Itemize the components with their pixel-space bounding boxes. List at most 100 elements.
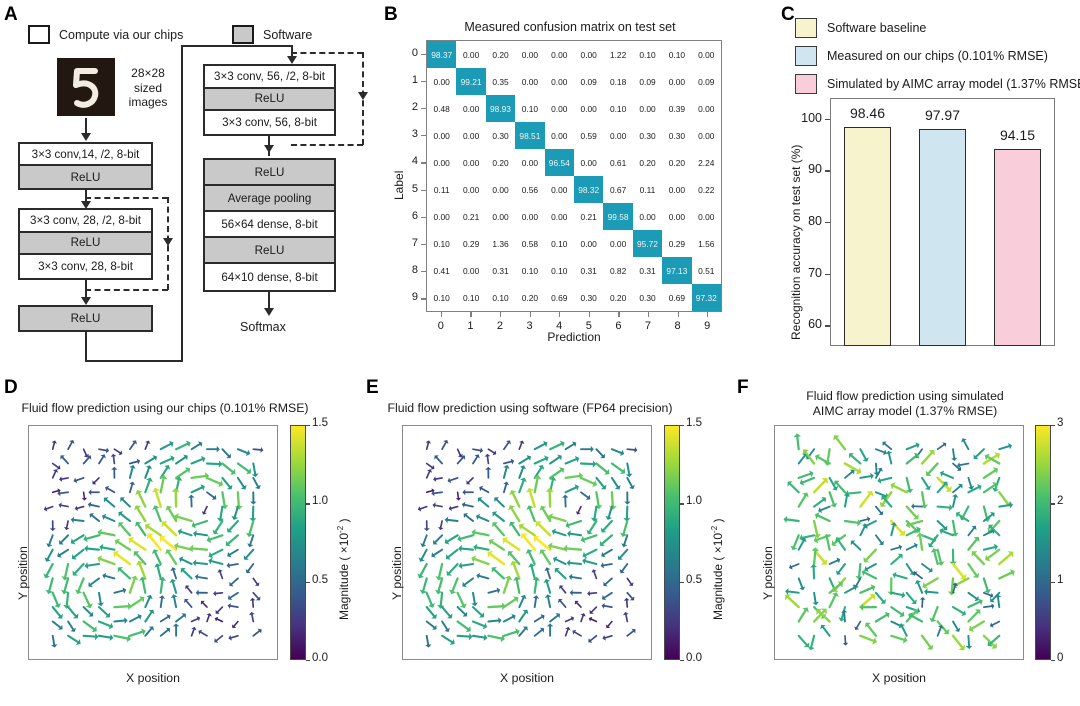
vector-arrow: [433, 534, 444, 545]
vector-arrow: [797, 492, 809, 508]
confusion-cell-8-0: 0.41: [433, 265, 450, 276]
vector-arrow: [457, 534, 475, 543]
vector-arrow: [518, 477, 527, 494]
vector-arrow: [951, 606, 966, 617]
vector-arrow: [145, 523, 162, 537]
bar-1[interactable]: [919, 129, 966, 346]
panel-f-title: Fluid flow prediction using simulated AI…: [755, 389, 1055, 419]
vector-arrow: [249, 597, 256, 608]
vector-arrow: [551, 528, 567, 537]
vector-arrow: [84, 562, 101, 570]
confusion-cell-0-3: 0.00: [521, 49, 539, 60]
vector-arrow: [151, 549, 162, 566]
vector-arrow: [105, 485, 116, 494]
confusion-cell-2-7: 0.00: [639, 103, 656, 114]
flow-row-relu-2: ReLU: [20, 232, 151, 256]
vector-arrow: [812, 591, 819, 606]
vector-arrow: [797, 634, 810, 648]
vector-arrow: [446, 562, 459, 576]
vector-arrow: [982, 467, 998, 480]
vector-arrow: [967, 525, 977, 537]
vector-arrow: [448, 505, 459, 511]
vector-arrow: [952, 483, 963, 494]
vector-arrow: [588, 616, 598, 623]
vector-arrow: [890, 544, 903, 551]
bar-ytickmark-60: [825, 325, 830, 327]
flow-arrow-head-5: [264, 308, 274, 316]
confusion-cell-0-9: 0.00: [698, 49, 715, 60]
flow-row-dense-56x64: 56×64 dense, 8-bit: [205, 212, 334, 238]
vector-arrow: [135, 490, 147, 508]
vector-arrow: [623, 505, 631, 522]
confusion-cell-7-8: 0.29: [668, 238, 686, 249]
vector-arrow: [859, 634, 877, 645]
confusion-ytickmark-5: [421, 189, 426, 191]
vector-arrow: [951, 634, 966, 651]
vector-arrow: [129, 481, 136, 494]
vector-arrow: [419, 577, 428, 594]
vector-arrow: [528, 563, 536, 580]
vector-arrow: [967, 598, 983, 609]
vector-arrow: [165, 505, 178, 523]
vector-arrow: [503, 481, 510, 494]
vector-arrow: [799, 476, 816, 486]
vector-arrow: [97, 634, 114, 641]
vector-arrow: [226, 562, 239, 569]
vector-arrow: [875, 467, 883, 479]
vector-arrow: [828, 491, 838, 508]
bar-value-label-1: 97.97: [924, 107, 961, 124]
flow-arrow-head-3: [81, 297, 91, 305]
cbD-label-0.0: 0.0: [312, 652, 328, 664]
vector-arrow: [57, 490, 69, 497]
vector-arrow: [97, 591, 104, 607]
bar-0[interactable]: [844, 126, 891, 346]
vector-arrow: [579, 460, 597, 468]
confusion-cell-5-6: 0.67: [609, 184, 627, 195]
vector-arrow: [785, 588, 800, 595]
vector-arrow: [417, 505, 428, 512]
vector-arrow: [984, 453, 1001, 465]
confusion-cell-7-1: 0.29: [462, 238, 480, 249]
vector-arrow: [494, 497, 505, 508]
vector-arrow: [920, 491, 929, 509]
vector-arrow: [51, 606, 63, 619]
vector-arrow: [441, 440, 449, 451]
vector-arrow: [526, 505, 536, 523]
confusion-cell-5-1: 0.00: [462, 184, 480, 195]
confusion-cell-8-5: 0.31: [580, 265, 597, 276]
frameF-quiver: [783, 433, 1015, 651]
vector-arrow: [533, 455, 549, 465]
flow-row-relu-3: ReLU: [20, 307, 151, 330]
vector-arrow: [575, 505, 582, 515]
confusion-cell-8-1: 0.00: [462, 265, 480, 276]
vector-arrow: [136, 560, 147, 580]
confusion-cell-4-5: 0.00: [580, 157, 597, 168]
vector-arrow: [890, 482, 908, 494]
vector-arrow: [582, 548, 598, 559]
vector-arrow: [823, 533, 831, 551]
vector-arrow: [97, 555, 116, 566]
bar-2[interactable]: [994, 148, 1041, 346]
flow-row-relu-4: ReLU: [205, 88, 334, 112]
vector-arrow: [243, 548, 255, 560]
vector-arrow: [844, 584, 857, 594]
panel-e-letter: E: [366, 377, 379, 398]
vector-arrow: [82, 448, 89, 458]
vector-arrow: [59, 476, 69, 482]
vector-arrow: [128, 575, 139, 594]
vector-arrow: [51, 469, 59, 479]
vector-arrow: [449, 577, 459, 595]
vector-arrow: [936, 476, 952, 492]
legend-swatch-chips: [28, 25, 50, 44]
vector-arrow: [952, 582, 958, 594]
skip-dash-bottom-left: [85, 289, 168, 291]
vector-arrow: [159, 627, 171, 637]
confusion-xtick-3: 3: [526, 320, 533, 332]
confusion-cell-5-8: 0.00: [668, 184, 686, 195]
vector-arrow: [961, 438, 970, 451]
legend-label-software-baseline: Software baseline: [827, 21, 927, 35]
confusion-cell-3-0: 0.00: [433, 130, 450, 141]
panel-f-plot-area: [774, 425, 1024, 660]
flow-row-dense-64x10: 64×10 dense, 8-bit: [205, 264, 334, 290]
vector-arrow: [623, 597, 630, 608]
